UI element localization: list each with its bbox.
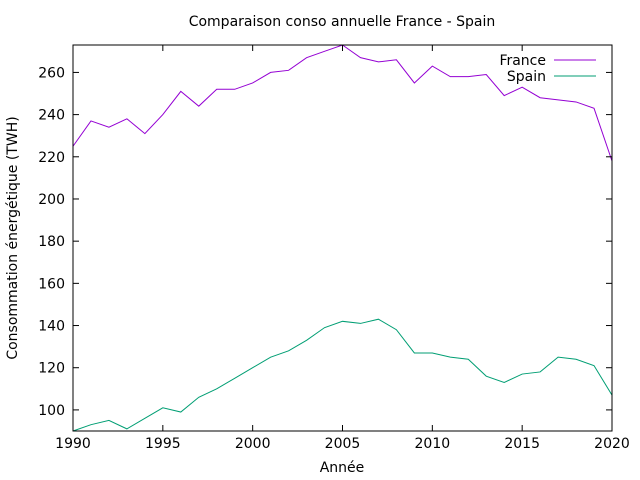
x-tick-label: 2005 — [325, 436, 361, 452]
y-tick-label: 140 — [38, 319, 65, 335]
chart-title: Comparaison conso annuelle France - Spai… — [189, 14, 496, 30]
x-tick-label: 2000 — [235, 436, 271, 452]
x-tick-label: 1995 — [145, 436, 181, 452]
x-tick-label: 1990 — [55, 436, 91, 452]
y-axis: 100 120 140 160 180 200 220 240 260 — [38, 65, 612, 419]
y-tick-label: 120 — [38, 361, 65, 377]
x-tick-label: 2010 — [415, 436, 451, 452]
x-axis: 1990 1995 2000 2005 2010 2015 2020 — [55, 45, 630, 452]
y-tick-label: 200 — [38, 192, 65, 208]
x-axis-label: Année — [320, 460, 365, 476]
y-tick-label: 160 — [38, 276, 65, 292]
y-tick-label: 220 — [38, 150, 65, 166]
plot-area — [72, 44, 613, 432]
y-tick-label: 180 — [38, 234, 65, 250]
x-tick-label: 2020 — [594, 436, 630, 452]
y-tick-label: 240 — [38, 108, 65, 124]
y-tick-label: 100 — [38, 403, 65, 419]
y-axis-label: Consommation énergétique (TWH) — [5, 116, 21, 359]
x-tick-label: 2015 — [504, 436, 540, 452]
series-line-spain — [72, 318, 613, 432]
legend-label-france: France — [499, 53, 546, 69]
y-tick-label: 260 — [38, 65, 65, 81]
legend-label-spain: Spain — [507, 69, 546, 85]
